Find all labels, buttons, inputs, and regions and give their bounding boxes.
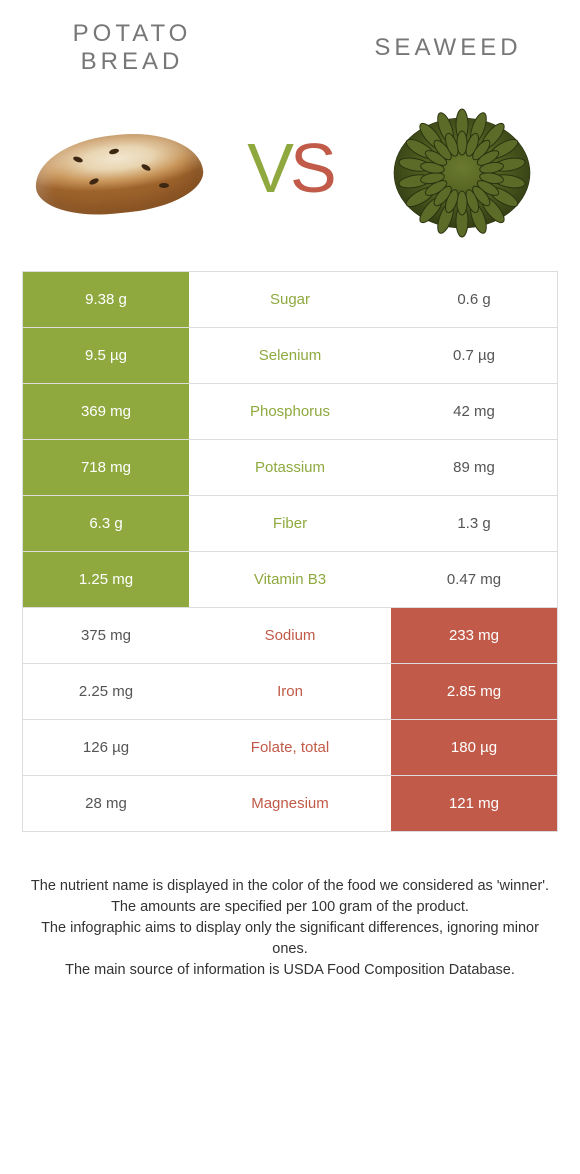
table-row: 6.3 gFiber1.3 g xyxy=(23,496,557,552)
nutrient-name: Sugar xyxy=(189,272,391,327)
table-row: 369 mgPhosphorus42 mg xyxy=(23,384,557,440)
left-food-title: Potato bread xyxy=(22,20,242,75)
right-value: 42 mg xyxy=(391,384,557,439)
titles-row: Potato bread Seaweed xyxy=(22,20,558,75)
images-row: VS xyxy=(22,93,558,243)
table-row: 9.38 gSugar0.6 g xyxy=(23,272,557,328)
table-row: 2.25 mgIron2.85 mg xyxy=(23,664,557,720)
right-value: 121 mg xyxy=(391,776,557,831)
nutrient-name: Vitamin B3 xyxy=(189,552,391,607)
vs-label: VS xyxy=(247,128,332,208)
table-row: 126 µgFolate, total180 µg xyxy=(23,720,557,776)
left-food-image xyxy=(28,93,208,243)
right-value: 233 mg xyxy=(391,608,557,663)
footer-line: The infographic aims to display only the… xyxy=(22,918,558,960)
table-row: 375 mgSodium233 mg xyxy=(23,608,557,664)
nutrient-name: Sodium xyxy=(189,608,391,663)
nutrient-name: Potassium xyxy=(189,440,391,495)
nutrient-name: Magnesium xyxy=(189,776,391,831)
right-value: 1.3 g xyxy=(391,496,557,551)
right-value: 0.7 µg xyxy=(391,328,557,383)
left-value: 126 µg xyxy=(23,720,189,775)
footer-line: The nutrient name is displayed in the co… xyxy=(22,876,558,897)
bread-icon xyxy=(31,121,206,216)
left-value: 6.3 g xyxy=(23,496,189,551)
left-value: 28 mg xyxy=(23,776,189,831)
left-value: 1.25 mg xyxy=(23,552,189,607)
table-row: 1.25 mgVitamin B30.47 mg xyxy=(23,552,557,608)
nutrient-name: Fiber xyxy=(189,496,391,551)
seaweed-icon xyxy=(382,93,542,243)
right-food-title: Seaweed xyxy=(338,34,558,62)
table-row: 28 mgMagnesium121 mg xyxy=(23,776,557,832)
right-value: 180 µg xyxy=(391,720,557,775)
footer-notes: The nutrient name is displayed in the co… xyxy=(0,832,580,981)
left-value: 9.38 g xyxy=(23,272,189,327)
left-value: 718 mg xyxy=(23,440,189,495)
nutrient-name: Selenium xyxy=(189,328,391,383)
nutrient-name: Iron xyxy=(189,664,391,719)
table-row: 718 mgPotassium89 mg xyxy=(23,440,557,496)
left-value: 2.25 mg xyxy=(23,664,189,719)
nutrient-name: Folate, total xyxy=(189,720,391,775)
left-value: 9.5 µg xyxy=(23,328,189,383)
nutrient-name: Phosphorus xyxy=(189,384,391,439)
table-row: 9.5 µgSelenium0.7 µg xyxy=(23,328,557,384)
right-value: 0.47 mg xyxy=(391,552,557,607)
footer-line: The main source of information is USDA F… xyxy=(22,960,558,981)
footer-line: The amounts are specified per 100 gram o… xyxy=(22,897,558,918)
left-value: 369 mg xyxy=(23,384,189,439)
comparison-table: 9.38 gSugar0.6 g9.5 µgSelenium0.7 µg369 … xyxy=(22,271,558,832)
left-value: 375 mg xyxy=(23,608,189,663)
right-food-image xyxy=(372,93,552,243)
right-value: 2.85 mg xyxy=(391,664,557,719)
right-value: 0.6 g xyxy=(391,272,557,327)
right-value: 89 mg xyxy=(391,440,557,495)
